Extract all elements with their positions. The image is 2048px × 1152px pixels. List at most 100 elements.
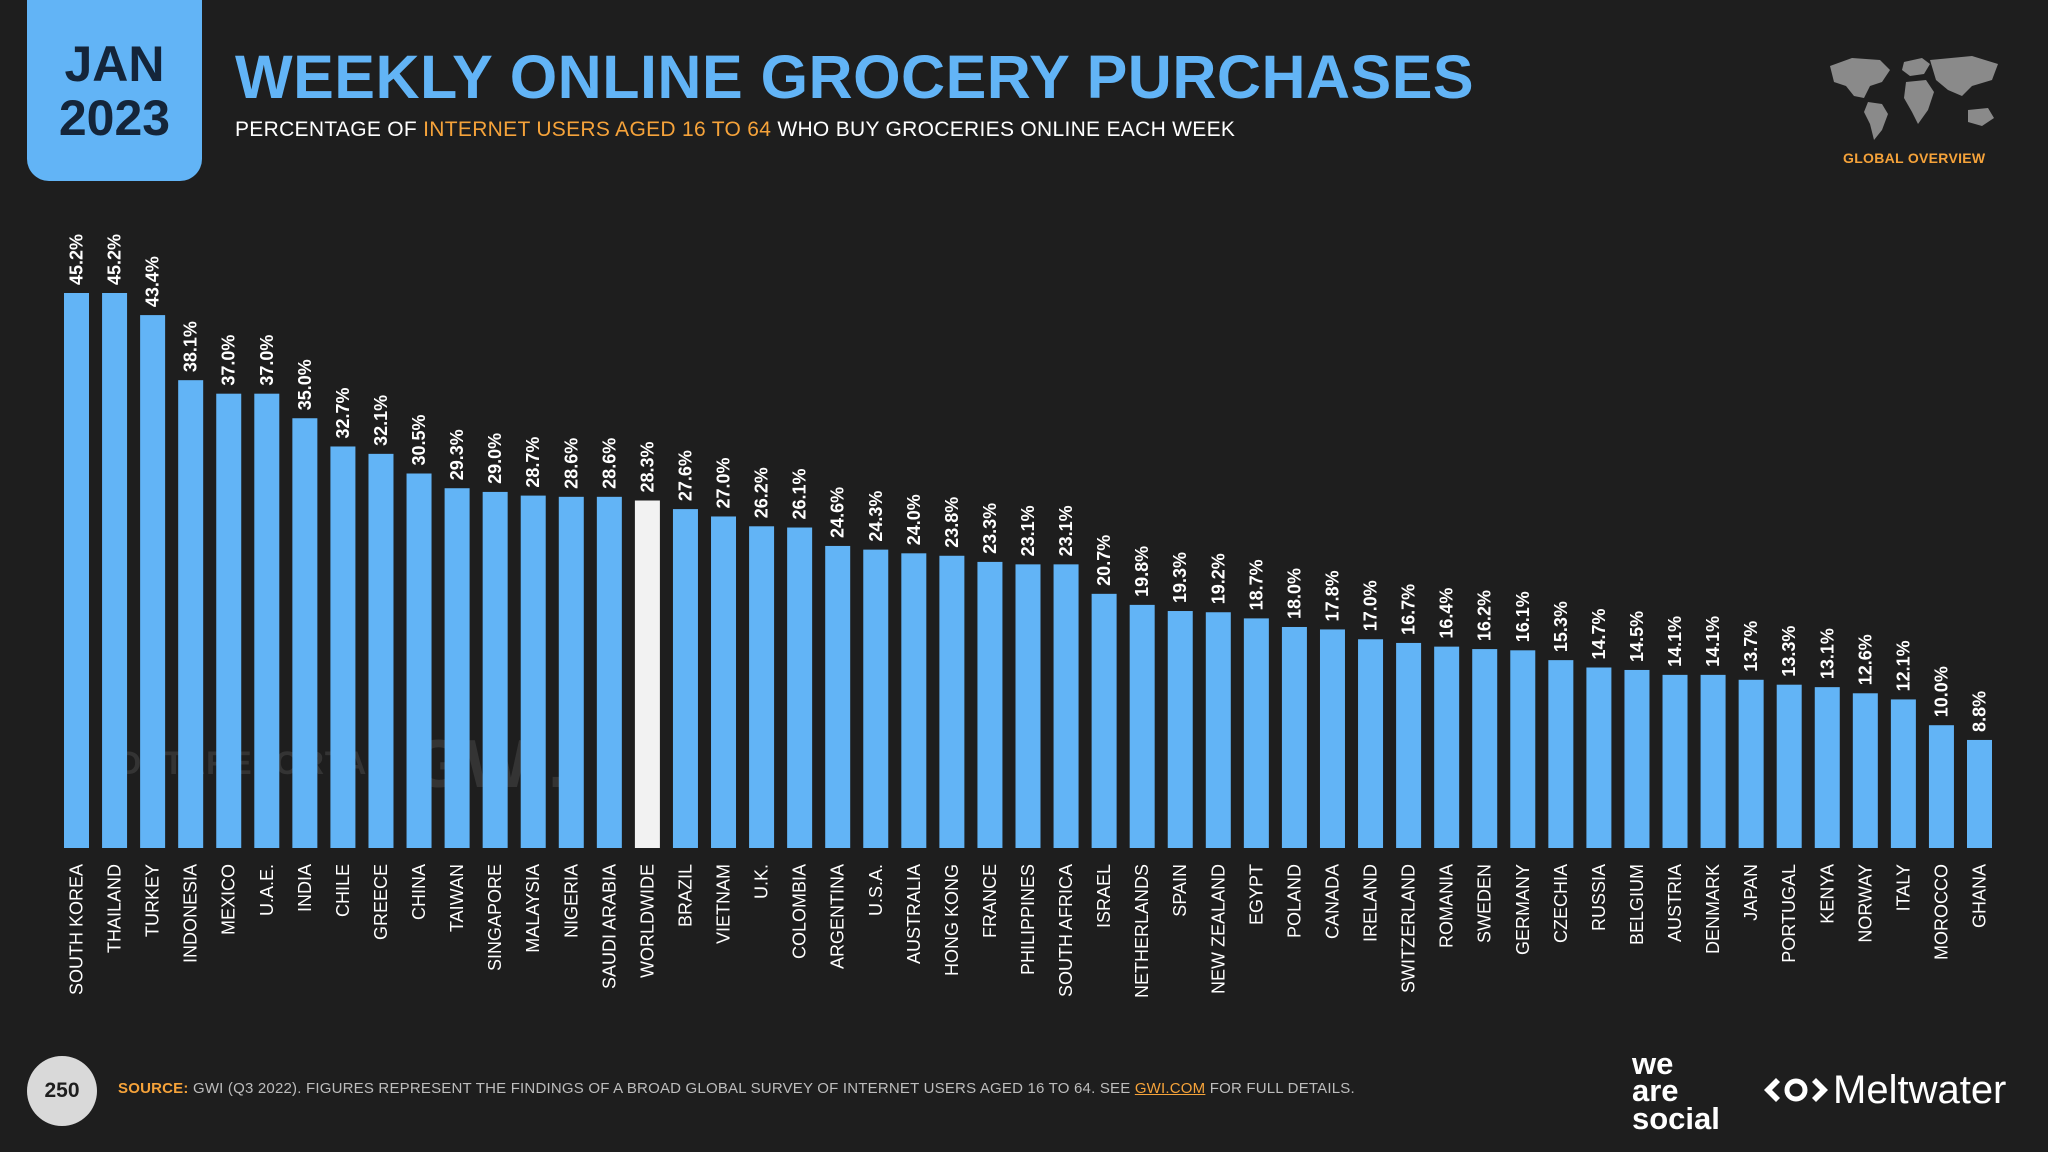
value-label: 24.0%: [904, 494, 924, 545]
value-label: 14.5%: [1627, 611, 1647, 662]
category-label: GERMANY: [1513, 864, 1533, 955]
value-label: 24.6%: [828, 487, 848, 538]
bar-nigeria: [558, 496, 584, 848]
world-map-icon: [1830, 56, 1998, 140]
page-title: WEEKLY ONLINE GROCERY PURCHASES: [235, 43, 1475, 111]
category-label: PORTUGAL: [1779, 864, 1799, 963]
bar-colombia: [787, 527, 813, 848]
value-label: 16.1%: [1513, 591, 1533, 642]
page-subtitle: PERCENTAGE OF INTERNET USERS AGED 16 TO …: [235, 118, 1235, 142]
source-link[interactable]: GWI.COM: [1134, 1080, 1206, 1097]
value-label: 29.3%: [447, 429, 467, 480]
value-label: 16.7%: [1399, 584, 1419, 635]
category-label: BRAZIL: [675, 864, 695, 927]
value-label: 37.0%: [219, 335, 239, 386]
category-label: NEW ZEALAND: [1208, 864, 1228, 994]
category-label: MALAYSIA: [523, 864, 543, 953]
date-year: 2023: [58, 89, 171, 146]
value-label: 17.0%: [1361, 580, 1381, 631]
category-label: KENYA: [1817, 864, 1837, 924]
meltwater-logo-icon: [1764, 1078, 1828, 1102]
value-label: 18.0%: [1284, 568, 1304, 619]
bar-egypt: [1243, 618, 1269, 848]
value-label: 29.0%: [485, 433, 505, 484]
bar-indonesia: [178, 380, 204, 848]
bar-belgium: [1624, 669, 1650, 848]
bar-new-zealand: [1205, 612, 1231, 848]
value-label: 19.8%: [1132, 546, 1152, 597]
value-label: 14.7%: [1589, 608, 1609, 659]
category-label: U.K.: [752, 864, 772, 899]
category-label: ISRAEL: [1094, 864, 1114, 928]
category-label: U.S.A.: [866, 864, 886, 916]
value-label: 23.3%: [980, 503, 1000, 554]
value-label: 32.7%: [333, 387, 353, 438]
category-label: MEXICO: [219, 864, 239, 935]
bar-turkey: [140, 315, 166, 848]
bar-italy: [1890, 699, 1916, 848]
bar-germany: [1510, 650, 1536, 848]
bar-hong-kong: [939, 555, 965, 848]
category-label: CZECHIA: [1551, 864, 1571, 943]
value-label: 37.0%: [257, 335, 277, 386]
bar-canada: [1319, 629, 1345, 848]
value-label: 26.2%: [752, 467, 772, 518]
category-label: CHILE: [333, 864, 353, 917]
brand-social: social: [1632, 1100, 1720, 1136]
bar-russia: [1586, 667, 1612, 848]
bar-thailand: [102, 293, 128, 848]
bar-czechia: [1548, 660, 1574, 848]
value-label: 19.3%: [1170, 552, 1190, 603]
category-label: INDONESIA: [181, 864, 201, 963]
value-label: 17.8%: [1322, 570, 1342, 621]
value-label: 27.0%: [714, 457, 734, 508]
date-month: JAN: [64, 35, 165, 92]
source-label: SOURCE:: [118, 1080, 189, 1097]
category-label: THAILAND: [105, 864, 125, 953]
bar-morocco: [1928, 725, 1954, 848]
category-label: CANADA: [1322, 864, 1342, 939]
bar-ghana: [1967, 739, 1992, 848]
value-label: 28.3%: [637, 441, 657, 492]
value-label: 45.2%: [105, 234, 125, 285]
value-label: 38.1%: [181, 321, 201, 372]
meltwater-logo-text: Meltwater: [1833, 1068, 2007, 1112]
bar-vietnam: [711, 516, 737, 848]
subtitle-before: PERCENTAGE OF: [235, 118, 424, 141]
bar-israel: [1091, 593, 1117, 848]
value-label: 13.1%: [1817, 628, 1837, 679]
brand-we: we: [1632, 1046, 1674, 1081]
category-label: SOUTH KOREA: [67, 864, 87, 995]
bar-worldwide: [634, 500, 660, 848]
value-label: 18.7%: [1246, 559, 1266, 610]
value-label: 23.1%: [1018, 505, 1038, 556]
value-label: 13.7%: [1741, 621, 1761, 672]
value-label: 16.4%: [1437, 588, 1457, 639]
category-label: SINGAPORE: [485, 864, 505, 971]
category-label: U.A.E.: [257, 864, 277, 916]
bar-u-k: [749, 526, 775, 848]
category-label: FRANCE: [980, 864, 1000, 938]
bar-spain: [1167, 611, 1193, 848]
bar-japan: [1738, 679, 1764, 848]
bar-saudi-arabia: [596, 496, 622, 848]
bar-austria: [1662, 674, 1688, 848]
bar-u-a-e: [254, 393, 280, 848]
source-note: SOURCE: GWI (Q3 2022). FIGURES REPRESENT…: [118, 1080, 1355, 1097]
value-label: 16.2%: [1475, 590, 1495, 641]
category-label: NETHERLANDS: [1132, 864, 1152, 998]
category-label: DENMARK: [1703, 864, 1723, 954]
value-label: 20.7%: [1094, 535, 1114, 586]
bar-ireland: [1358, 639, 1384, 848]
bar-portugal: [1776, 684, 1802, 848]
category-label: INDIA: [295, 864, 315, 912]
category-label: WORLDWIDE: [637, 864, 657, 978]
category-label: AUSTRALIA: [904, 864, 924, 964]
bar-sweden: [1472, 649, 1498, 848]
category-label: SWITZERLAND: [1399, 864, 1419, 993]
category-label: IRELAND: [1361, 864, 1381, 942]
category-label: NIGERIA: [561, 864, 581, 938]
bar-south-africa: [1053, 564, 1079, 848]
global-overview-label: GLOBAL OVERVIEW: [1843, 150, 1986, 166]
category-label: EGYPT: [1246, 864, 1266, 925]
